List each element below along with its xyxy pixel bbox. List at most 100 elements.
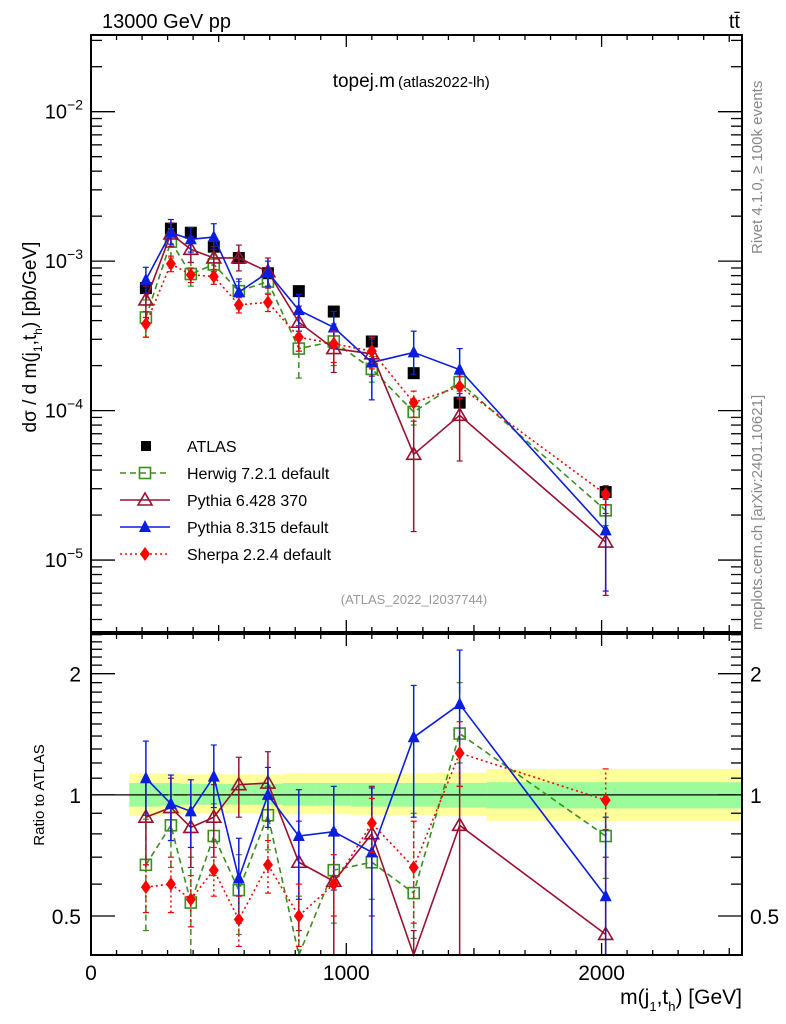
legend-label: Sherpa 2.2.4 default xyxy=(187,547,332,564)
y-tick-label: 10−2 xyxy=(45,97,83,124)
ratio-point-sherpa-2-2-4-default xyxy=(262,857,273,872)
main-point-sherpa-2-2-4-default xyxy=(328,336,339,351)
ratio-point-pythia-6-428-370 xyxy=(451,816,469,832)
ratio-y-tick-label-left: 1 xyxy=(69,785,81,808)
ratio-y-tick-label-left: 2 xyxy=(69,664,81,687)
legend-marker xyxy=(138,466,152,480)
legend-entry-atlas: ATLAS xyxy=(141,439,237,456)
main-point-sherpa-2-2-4-default xyxy=(262,295,273,310)
x-tick-label: 1000 xyxy=(323,962,370,985)
analysis-tag: (ATLAS_2022_I2037744) xyxy=(341,592,487,607)
main-point-pythia-8-315-default xyxy=(453,362,466,375)
legend-marker xyxy=(136,491,154,506)
main-series-atlas xyxy=(139,222,612,499)
ratio-point-pythia-8-315-default xyxy=(184,804,197,817)
ratio-point-sherpa-2-2-4-default xyxy=(328,877,339,892)
main-series-pythia-6-428-370 xyxy=(137,222,615,596)
main-point-pythia-6-428-370 xyxy=(405,445,423,461)
main-point-pythia-8-315-default xyxy=(365,355,378,368)
main-point-sherpa-2-2-4-default xyxy=(233,297,244,312)
ratio-line-herwig-7-2-1-default xyxy=(145,732,607,958)
legend-marker xyxy=(139,520,151,532)
main-plot-frame xyxy=(90,34,743,633)
main-point-sherpa-2-2-4-default xyxy=(185,267,196,282)
axes-group: 0 1000 2000 10−2 10−3 10−4 10−5 2 2 1 1 0.5 0.5 xyxy=(45,34,779,985)
ratio-y-tick-label-right: 0.5 xyxy=(750,906,779,929)
main-series-group xyxy=(137,218,615,596)
energy-label: 13000 GeV pp xyxy=(102,11,231,33)
y-tick-label: 10−3 xyxy=(45,246,83,273)
ratio-point-pythia-6-428-370 xyxy=(205,808,223,823)
main-series-sherpa-2-2-4-default xyxy=(140,255,611,506)
y-tick-label: 10−5 xyxy=(45,545,83,572)
main-point-pythia-6-428-370 xyxy=(230,249,248,264)
main-point-pythia-6-428-370 xyxy=(182,240,200,256)
main-point-sherpa-2-2-4-default xyxy=(293,330,304,345)
main-point-pythia-8-315-default xyxy=(327,320,340,333)
ratio-point-sherpa-2-2-4-default xyxy=(233,912,244,927)
main-point-pythia-8-315-default xyxy=(207,230,220,243)
ratio-point-pythia-8-315-default xyxy=(261,787,274,800)
legend-entry-pythia-8-315-default: Pythia 8.315 default xyxy=(120,520,329,537)
ratio-point-sherpa-2-2-4-default xyxy=(366,816,377,831)
plot-title: topej.m xyxy=(333,71,395,92)
legend-entry-herwig-7-2-1-default: Herwig 7.2.1 default xyxy=(120,466,330,483)
main-point-pythia-8-315-default xyxy=(139,272,152,285)
ratio-point-sherpa-2-2-4-default xyxy=(408,860,419,875)
main-point-sherpa-2-2-4-default xyxy=(208,269,219,284)
x-tick-label: 2000 xyxy=(578,962,625,985)
legend-marker xyxy=(140,547,150,561)
main-point-pythia-6-428-370 xyxy=(325,339,343,355)
ratio-point-pythia-8-315-default xyxy=(164,796,177,809)
ratio-y-tick-label-right: 2 xyxy=(750,664,762,687)
main-point-pythia-8-315-default xyxy=(164,225,177,238)
ratio-point-sherpa-2-2-4-default xyxy=(454,746,465,761)
legend-label: Herwig 7.2.1 default xyxy=(187,466,330,483)
main-point-pythia-6-428-370 xyxy=(451,406,469,422)
ratio-point-sherpa-2-2-4-default xyxy=(293,908,304,923)
ratio-series-pythia-8-315-default xyxy=(139,649,612,956)
plot-subtitle: (atlas2022-lh) xyxy=(398,74,490,91)
ratio-point-pythia-8-315-default xyxy=(207,769,220,782)
main-point-sherpa-2-2-4-default xyxy=(454,379,465,394)
legend-label: Pythia 6.428 370 xyxy=(187,493,307,510)
main-point-pythia-8-315-default xyxy=(599,523,612,536)
svg-text:m(j1,th) [GeV]: m(j1,th) [GeV] xyxy=(620,986,742,1014)
mcplots-label: mcplots.cern.ch [arXiv:2401.10621] xyxy=(749,395,766,630)
main-point-sherpa-2-2-4-default xyxy=(408,395,419,410)
legend-entry-pythia-6-428-370: Pythia 6.428 370 xyxy=(120,491,307,510)
ratio-point-sherpa-2-2-4-default xyxy=(208,863,219,878)
main-point-pythia-8-315-default xyxy=(407,345,420,358)
main-ylabel: dσ / d m(j1,th) [pb/GeV] xyxy=(20,242,45,433)
ratio-point-sherpa-2-2-4-default xyxy=(140,880,151,895)
ratio-y-tick-label-left: 0.5 xyxy=(52,906,81,929)
main-point-pythia-6-428-370 xyxy=(137,291,155,306)
main-point-sherpa-2-2-4-default xyxy=(140,316,151,331)
legend-label: Pythia 8.315 default xyxy=(187,520,329,537)
main-point-pythia-8-315-default xyxy=(292,303,305,316)
ratio-point-pythia-8-315-default xyxy=(232,871,245,884)
legend-label: ATLAS xyxy=(187,439,237,456)
ratio-point-pythia-8-315-default xyxy=(292,829,305,842)
ratio-line-pythia-6-428-370 xyxy=(145,782,607,958)
main-point-sherpa-2-2-4-default xyxy=(165,256,176,271)
main-point-pythia-6-428-370 xyxy=(205,249,223,264)
main-point-pythia-8-315-default xyxy=(232,285,245,298)
ratio-point-pythia-8-315-default xyxy=(327,824,340,837)
rivet-label: Rivet 4.1.0, ≥ 100k events xyxy=(749,81,766,254)
main-series-pythia-8-315-default xyxy=(139,218,612,592)
x-axis-label: m(j1,th) [GeV] xyxy=(620,986,742,1014)
ratio-point-pythia-8-315-default xyxy=(139,771,152,784)
main-point-sherpa-2-2-4-default xyxy=(366,344,377,359)
ratio-line-sherpa-2-2-4-default xyxy=(145,752,606,922)
ratio-line-pythia-8-315-default xyxy=(145,703,607,897)
legend-entry-sherpa-2-2-4-default: Sherpa 2.2.4 default xyxy=(120,547,332,564)
process-label: tt̄ xyxy=(729,11,741,33)
legend: ATLAS Herwig 7.2.1 default Pythia 6.428 37… xyxy=(120,439,332,564)
main-point-pythia-8-315-default xyxy=(184,232,197,245)
ratio-series-sherpa-2-2-4-default xyxy=(140,721,611,948)
main-point-pythia-8-315-default xyxy=(261,265,274,278)
main-line-pythia-8-315-default xyxy=(145,231,607,531)
main-point-sherpa-2-2-4-default xyxy=(600,487,611,502)
